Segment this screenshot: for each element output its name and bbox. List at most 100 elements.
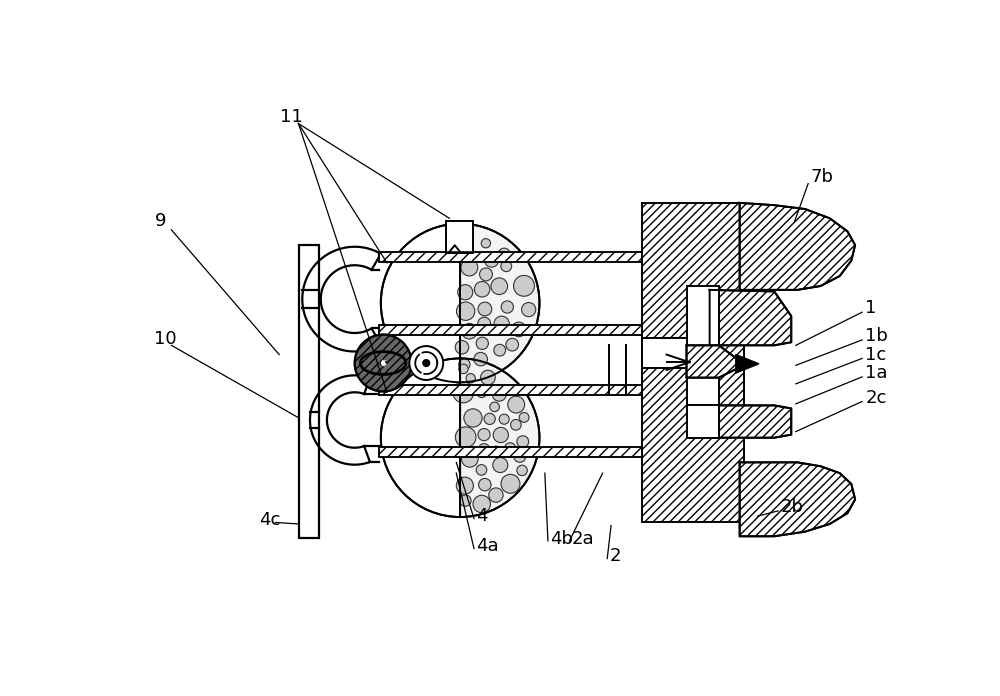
Circle shape [485, 253, 499, 267]
Circle shape [501, 261, 512, 271]
Circle shape [456, 302, 475, 320]
Circle shape [461, 259, 478, 276]
Text: 2c: 2c [865, 388, 887, 406]
Circle shape [478, 429, 490, 441]
Bar [687, 286, 719, 405]
Bar [379, 252, 642, 262]
Circle shape [455, 340, 469, 354]
Circle shape [458, 285, 473, 300]
Circle shape [491, 278, 508, 294]
Text: 2: 2 [610, 547, 621, 565]
Circle shape [462, 324, 477, 339]
Text: 2a: 2a [572, 530, 594, 548]
Bar [446, 221, 473, 253]
Polygon shape [740, 462, 855, 537]
Circle shape [522, 303, 536, 317]
Text: 4c: 4c [259, 511, 281, 529]
Bar [687, 405, 719, 438]
Text: 10: 10 [154, 330, 177, 348]
Circle shape [476, 465, 487, 475]
Bar [642, 338, 687, 368]
Circle shape [355, 335, 412, 392]
Wedge shape [460, 223, 539, 382]
Circle shape [380, 360, 386, 366]
Circle shape [498, 248, 510, 260]
Circle shape [453, 382, 474, 403]
Circle shape [492, 387, 506, 401]
Circle shape [484, 413, 495, 425]
Text: 1b: 1b [865, 327, 888, 345]
Circle shape [459, 359, 470, 370]
Text: 1c: 1c [865, 345, 886, 363]
Circle shape [506, 338, 519, 351]
Circle shape [508, 396, 525, 413]
Bar [379, 447, 642, 457]
Circle shape [480, 268, 492, 280]
Circle shape [466, 374, 475, 383]
Text: 4: 4 [476, 507, 488, 525]
Circle shape [456, 477, 473, 494]
Bar [379, 324, 642, 335]
Circle shape [519, 413, 529, 422]
Circle shape [461, 450, 478, 467]
Circle shape [494, 345, 506, 356]
Circle shape [499, 414, 509, 425]
Circle shape [460, 495, 471, 506]
Circle shape [481, 370, 495, 385]
Text: 11: 11 [280, 108, 303, 126]
Circle shape [490, 402, 499, 411]
Wedge shape [460, 358, 539, 517]
Circle shape [474, 281, 490, 297]
Circle shape [478, 443, 490, 455]
Bar [379, 324, 642, 335]
Circle shape [474, 352, 487, 366]
Text: s: s [380, 358, 386, 368]
Circle shape [491, 446, 501, 457]
Bar [379, 447, 642, 457]
Bar [379, 385, 642, 395]
Circle shape [489, 488, 503, 503]
Text: 7b: 7b [810, 168, 833, 187]
Circle shape [459, 364, 468, 374]
Circle shape [517, 465, 527, 475]
Bar [379, 252, 642, 262]
Circle shape [517, 436, 529, 448]
Text: 4a: 4a [476, 537, 499, 555]
Circle shape [511, 420, 521, 430]
Wedge shape [381, 358, 460, 517]
Circle shape [512, 322, 526, 337]
Circle shape [504, 443, 516, 454]
Polygon shape [710, 290, 791, 345]
Circle shape [493, 427, 508, 443]
Circle shape [494, 316, 509, 331]
Bar [642, 203, 744, 523]
Circle shape [409, 346, 443, 380]
Bar [379, 385, 642, 395]
Wedge shape [381, 223, 460, 382]
Circle shape [493, 457, 508, 473]
Bar [299, 245, 319, 538]
Circle shape [481, 239, 491, 248]
Text: 1: 1 [865, 299, 877, 317]
Circle shape [473, 496, 490, 513]
Circle shape [423, 360, 429, 366]
Polygon shape [710, 405, 791, 438]
Text: 9: 9 [154, 212, 166, 230]
Circle shape [501, 301, 513, 313]
Circle shape [457, 242, 471, 257]
Circle shape [514, 276, 534, 296]
Circle shape [514, 450, 526, 462]
Text: 1a: 1a [865, 364, 888, 382]
Polygon shape [740, 203, 855, 290]
Circle shape [501, 474, 520, 493]
Polygon shape [687, 345, 737, 378]
Circle shape [476, 337, 488, 349]
Polygon shape [736, 354, 759, 373]
Circle shape [478, 302, 492, 316]
Text: 2b: 2b [780, 498, 803, 516]
Text: 4b: 4b [550, 530, 573, 548]
Circle shape [462, 230, 474, 242]
Circle shape [455, 427, 476, 448]
Circle shape [479, 478, 491, 491]
Circle shape [477, 388, 486, 397]
